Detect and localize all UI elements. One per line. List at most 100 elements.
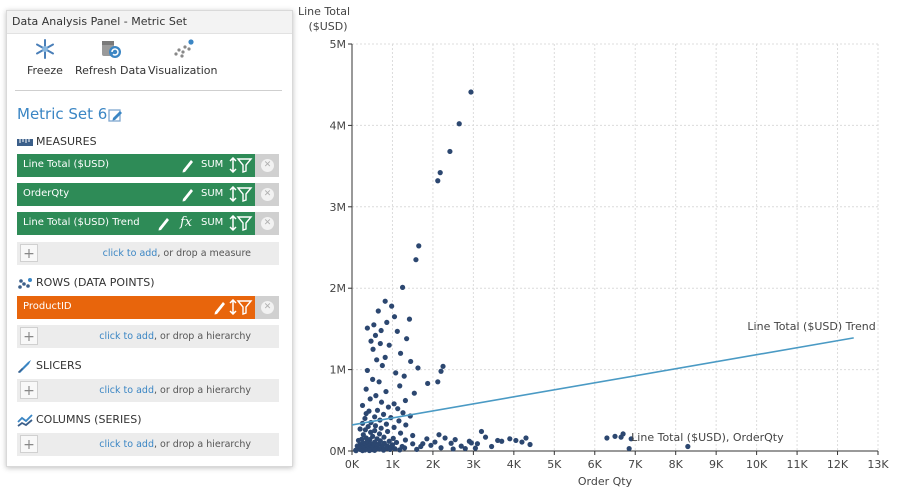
remove-row-button[interactable]: ✕ (255, 296, 279, 319)
y-tick-label: 0M (330, 445, 347, 458)
aggregation-label[interactable]: SUM (201, 188, 224, 199)
data-point (403, 422, 409, 428)
close-icon: ✕ (261, 159, 274, 172)
data-point (376, 379, 382, 385)
x-tick-label: 11K (786, 458, 808, 471)
add-row-button[interactable]: + (20, 327, 38, 345)
measure-chip-line-total[interactable]: Line Total ($USD) SUM ✕ (17, 154, 279, 177)
y-tick-label: 3M (330, 201, 347, 214)
data-point (384, 319, 390, 325)
remove-measure-button[interactable]: ✕ (255, 212, 279, 235)
close-icon: ✕ (261, 301, 274, 314)
data-point (375, 308, 381, 314)
data-point (368, 338, 374, 344)
data-point (382, 354, 388, 360)
add-slicer-button[interactable]: + (20, 381, 38, 399)
metric-set-name[interactable]: Metric Set 6 (17, 105, 108, 123)
data-point (495, 437, 501, 444)
data-point (415, 365, 421, 371)
data-point (391, 314, 398, 320)
data-point (378, 327, 384, 334)
visualization-button[interactable]: Visualization (148, 38, 217, 77)
data-point (382, 298, 388, 304)
chart-grid (352, 43, 879, 451)
sort-filter-icon[interactable] (229, 157, 253, 173)
rows-heading: ROWS (DATA POINTS) (36, 276, 155, 289)
data-point (364, 325, 370, 331)
data-point (397, 350, 404, 356)
measure-dropzone[interactable]: + click to add, or drop a measure (17, 242, 279, 265)
columns-heading: COLUMNS (SERIES) (36, 413, 142, 426)
pencil-icon[interactable] (213, 299, 227, 315)
data-point (392, 446, 398, 452)
scatter-visualization-icon (174, 39, 194, 58)
x-tick-label: 10K (746, 458, 768, 471)
remove-measure-button[interactable]: ✕ (255, 154, 279, 177)
refresh-data-button[interactable]: Refresh Data (75, 38, 146, 77)
edit-name-icon[interactable] (108, 108, 123, 123)
pencil-icon[interactable] (181, 186, 195, 202)
data-point (394, 328, 400, 334)
x-tick-label: 6K (588, 458, 603, 471)
rows-dropzone[interactable]: + click to add, or drop a hierarchy (17, 325, 279, 348)
formula-fx-icon[interactable]: fx (180, 215, 193, 230)
click-to-add-link[interactable]: click to add (102, 248, 158, 259)
data-point (379, 362, 385, 369)
y-tick-label: 2M (330, 282, 347, 295)
data-point (372, 447, 378, 453)
data-point (435, 379, 441, 385)
data-point (519, 439, 525, 445)
data-point (374, 357, 380, 363)
chart-labels: 0M 1M 2M 3M 4M 5M 0K 1K 2K 3K 4K 5K 6K 7K 8K 9K 10K 11K 12… (298, 5, 889, 488)
sort-filter-icon[interactable] (229, 186, 253, 202)
data-point (438, 368, 444, 374)
x-tick-label: 3K (466, 458, 481, 471)
aggregation-label[interactable]: SUM (201, 159, 224, 170)
data-point (468, 440, 474, 446)
data-point (363, 386, 369, 392)
dropzone-text: click to add, or drop a hierarchy (99, 331, 251, 342)
data-point (378, 425, 384, 431)
remove-measure-button[interactable]: ✕ (255, 183, 279, 206)
data-point (373, 393, 379, 399)
data-analysis-panel: Data Analysis Panel - Metric Set Freeze … (6, 10, 293, 467)
click-to-add-link[interactable]: click to add (99, 331, 154, 342)
add-column-button[interactable]: + (20, 435, 38, 453)
data-point (474, 441, 481, 447)
data-point (362, 427, 368, 433)
slicers-dropzone[interactable]: + click to add, or drop a hierarchy (17, 379, 279, 402)
data-point (391, 401, 397, 407)
add-measure-button[interactable]: + (20, 244, 38, 262)
data-point (435, 178, 441, 184)
data-point (363, 410, 369, 417)
data-point (416, 243, 422, 249)
pencil-icon[interactable] (157, 215, 171, 231)
data-point (397, 430, 404, 436)
pencil-icon[interactable] (181, 157, 195, 173)
freeze-button[interactable]: Freeze (27, 38, 63, 77)
sort-filter-icon[interactable] (229, 215, 253, 231)
measure-chip-orderqty[interactable]: OrderQty SUM ✕ (17, 183, 279, 206)
sort-filter-icon[interactable] (229, 299, 253, 315)
data-point (447, 148, 453, 155)
data-point (410, 432, 416, 439)
row-chip-productid[interactable]: ProductID ✕ (17, 296, 279, 319)
data-point (527, 441, 533, 448)
data-point (393, 439, 400, 446)
data-point (424, 436, 430, 442)
data-point (402, 437, 409, 443)
scatter-chart: 0M 1M 2M 3M 4M 5M 0K 1K 2K 3K 4K 5K 6K 7K 8K 9K 10K 11K 12… (298, 5, 889, 488)
close-icon: ✕ (261, 217, 274, 230)
data-point (408, 358, 414, 365)
click-to-add-link[interactable]: click to add (99, 385, 154, 396)
data-point (626, 445, 632, 452)
measure-chip-line-total-trend[interactable]: Line Total ($USD) Trend fx SUM ✕ (17, 212, 279, 235)
chart-points (353, 89, 691, 454)
data-point (396, 418, 402, 424)
data-point (440, 363, 446, 369)
aggregation-label[interactable]: SUM (201, 217, 224, 228)
columns-dropzone[interactable]: + click to add, or drop a hierarchy (17, 433, 279, 456)
y-tick-label: 5M (330, 38, 347, 51)
click-to-add-link[interactable]: click to add (99, 439, 154, 450)
data-point (376, 446, 383, 452)
